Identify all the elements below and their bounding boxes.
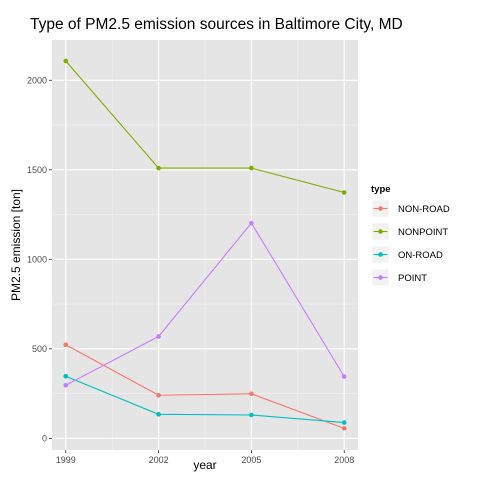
data-point-nonpoint (156, 165, 161, 171)
legend-point-non-road (378, 206, 383, 211)
legend-label-non-road: NON-ROAD (398, 204, 450, 215)
major-gridlines (52, 40, 358, 450)
data-point-point (341, 374, 347, 379)
y-tick-label: 2000 (27, 75, 47, 85)
legend-title: type (371, 184, 391, 195)
data-point-point (249, 220, 254, 226)
legend-label-nonpoint: NONPOINT (398, 227, 448, 238)
x-tick-label: 2002 (149, 455, 169, 465)
series-layer (63, 58, 347, 431)
y-tick-label: 500 (32, 344, 47, 354)
legend: type NON-ROAD NONPOINT ON-ROAD POINT (371, 184, 450, 287)
y-tick-label: 1500 (27, 165, 47, 175)
series-line-non-road (65, 344, 345, 429)
y-axis-ticks: 0 500 1000 1500 2000 (27, 75, 52, 443)
data-point-non-road (249, 391, 254, 397)
y-tick-label: 1000 (27, 254, 47, 264)
data-point-on-road (156, 412, 161, 417)
data-point-nonpoint (341, 190, 347, 195)
data-point-point (156, 334, 161, 339)
x-axis-title: year (193, 458, 216, 472)
data-point-point (63, 382, 69, 388)
legend-label-point: POINT (398, 273, 427, 284)
series-line-point (65, 222, 345, 386)
legend-point-nonpoint (378, 229, 383, 234)
data-point-non-road (63, 342, 69, 348)
data-point-on-road (341, 420, 347, 425)
x-tick-label: 2005 (241, 455, 261, 465)
data-point-nonpoint (249, 165, 254, 171)
data-point-non-road (341, 426, 347, 431)
minor-gridlines (52, 40, 358, 450)
legend-point-point (378, 275, 383, 280)
x-tick-label: 1999 (56, 455, 76, 465)
x-axis-ticks: 1999 2002 2005 2008 (56, 450, 354, 465)
data-point-non-road (156, 392, 161, 398)
data-point-nonpoint (63, 58, 69, 64)
legend-label-on-road: ON-ROAD (398, 250, 443, 261)
x-tick-label: 2008 (334, 455, 354, 465)
data-point-on-road (63, 373, 69, 379)
data-point-on-road (249, 412, 254, 418)
series-line-on-road (65, 375, 345, 424)
y-axis-title: PM2.5 emission [ton] (9, 189, 23, 301)
y-tick-label: 0 (42, 433, 47, 443)
chart-title: Type of PM2.5 emission sources in Baltim… (30, 16, 403, 33)
legend-point-on-road (378, 252, 383, 257)
series-line-nonpoint (65, 60, 345, 194)
